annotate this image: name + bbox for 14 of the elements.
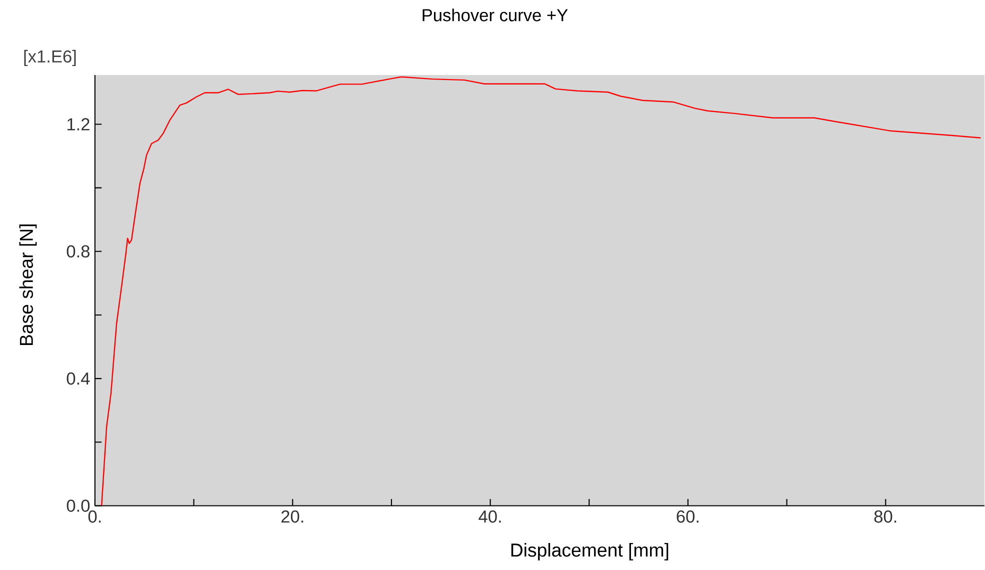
x-axis-title: Displacement [mm] [511,543,668,561]
y-axis-title: Base shear [N] [19,224,37,346]
y-tick-label: 1.2 [67,118,90,130]
x-tick-label: 60. [676,510,698,523]
line-series [100,76,982,506]
x-tick-label: 20. [281,510,304,523]
x-tick-label: 0. [88,510,101,523]
text: [x1.E6] [24,50,76,66]
chart-title: Pushover curve +Y [422,8,568,22]
x-tick-label: 40. [478,510,501,523]
x-tick-label: 80. [874,510,896,523]
y-tick-label: 0.4 [66,372,90,385]
y-tick-label: 0.0 [66,500,90,512]
y-tick-label: 0.8 [66,245,90,258]
